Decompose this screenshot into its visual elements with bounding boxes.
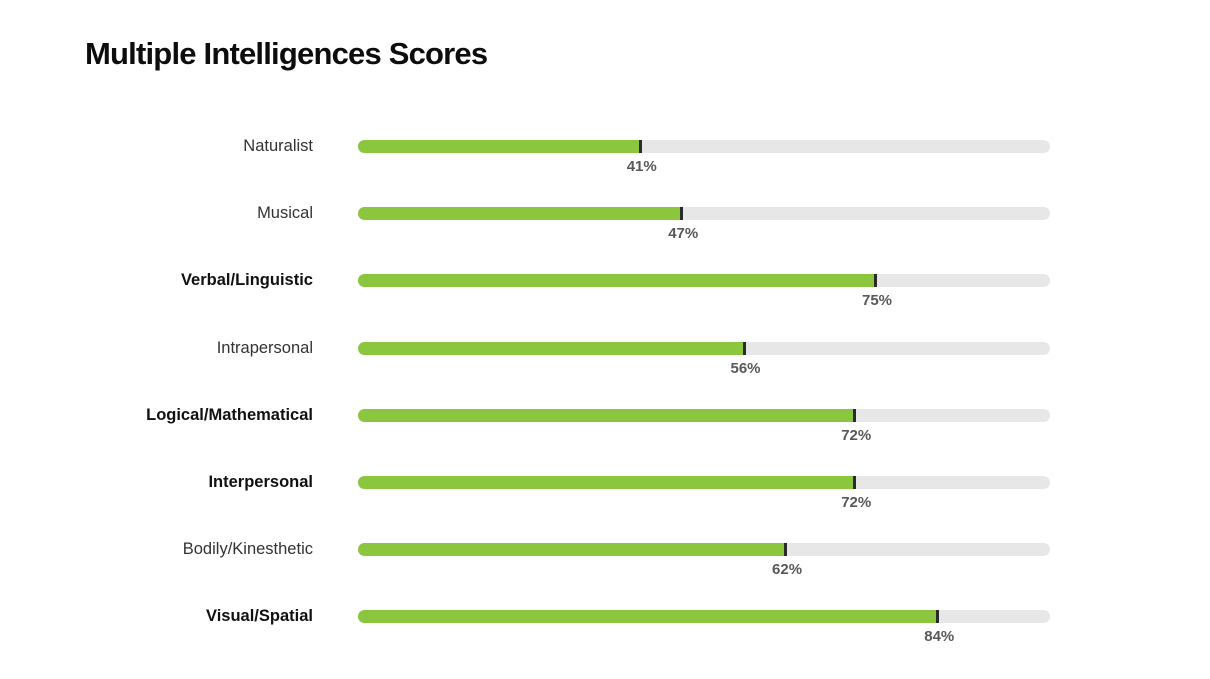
bar-fill bbox=[358, 610, 940, 624]
chart-row: Bodily/Kinesthetic 62% bbox=[0, 516, 1210, 583]
bar-fill bbox=[358, 341, 746, 355]
category-label: Intrapersonal bbox=[216, 338, 313, 357]
value-label: 84% bbox=[924, 628, 955, 646]
bar-track: 62% bbox=[358, 543, 1050, 578]
bar-end-marker bbox=[742, 341, 746, 355]
category-label: Visual/Spatial bbox=[206, 607, 313, 626]
bar-fill bbox=[358, 475, 857, 489]
value-label: 47% bbox=[668, 225, 699, 243]
bar-end-marker bbox=[784, 543, 788, 557]
chart-row: Naturalist 41% bbox=[0, 113, 1210, 180]
chart-row: Musical 47% bbox=[0, 180, 1210, 247]
bar-end-marker bbox=[853, 408, 857, 422]
bar-end-marker bbox=[638, 140, 642, 153]
bar-track: 75% bbox=[358, 274, 1050, 309]
bar-fill bbox=[358, 207, 684, 221]
bar-fill bbox=[358, 274, 877, 288]
bar-end-marker bbox=[853, 475, 857, 489]
bar-track: 84% bbox=[358, 610, 1050, 645]
value-label: 56% bbox=[730, 359, 761, 377]
chart-row: Visual/Spatial 84% bbox=[0, 583, 1210, 650]
value-label: 62% bbox=[772, 561, 803, 579]
bar-end-marker bbox=[874, 274, 877, 288]
category-label: Logical/Mathematical bbox=[146, 405, 313, 424]
bar-end-marker bbox=[936, 610, 940, 624]
value-label: 75% bbox=[861, 292, 893, 310]
category-label: Naturalist bbox=[243, 137, 313, 155]
value-label: 72% bbox=[841, 426, 872, 444]
bar-track: 72% bbox=[358, 475, 1050, 511]
bar-track: 56% bbox=[358, 341, 1050, 377]
category-label: Bodily/Kinesthetic bbox=[182, 540, 313, 559]
bar-fill bbox=[358, 543, 788, 557]
category-label: Musical bbox=[257, 204, 313, 223]
category-label: Interpersonal bbox=[208, 472, 313, 491]
bar-fill bbox=[358, 140, 642, 153]
bar-fill bbox=[358, 408, 857, 422]
bar-track: 72% bbox=[358, 408, 1050, 444]
value-label: 72% bbox=[841, 493, 872, 511]
chart-row: Verbal/Linguistic 75% bbox=[0, 247, 1210, 314]
chart-title: Multiple Intelligences Scores bbox=[85, 36, 488, 71]
chart-row: Interpersonal 72% bbox=[0, 449, 1210, 516]
category-label: Verbal/Linguistic bbox=[180, 271, 313, 290]
chart-row: Logical/Mathematical 72% bbox=[0, 382, 1210, 449]
chart-row: Intrapersonal 56% bbox=[0, 315, 1210, 382]
bar-chart: Naturalist 41% Musical 47% Verbal/Lingui… bbox=[0, 113, 1210, 651]
value-label: 41% bbox=[626, 158, 657, 175]
bar-track: 47% bbox=[358, 207, 1050, 242]
bar-end-marker bbox=[680, 207, 684, 221]
bar-track: 41% bbox=[358, 140, 1050, 175]
